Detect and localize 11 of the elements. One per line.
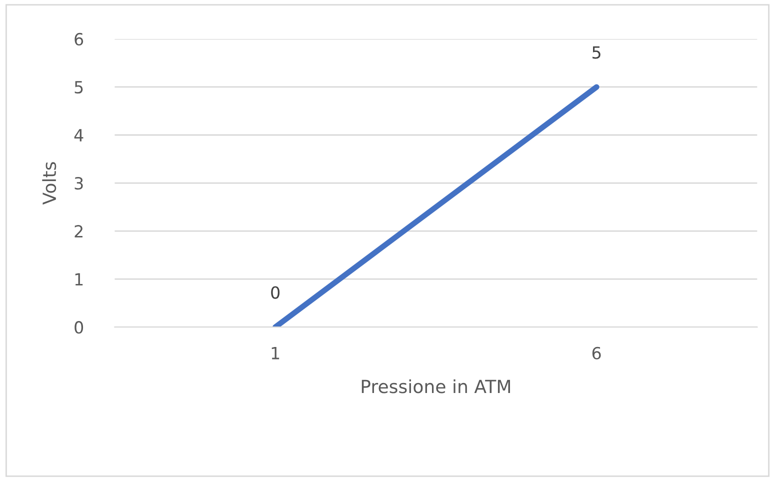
y-tick-label: 5 — [74, 81, 83, 94]
y-tick-label: 6 — [74, 32, 84, 46]
data-label: 5 — [592, 46, 600, 59]
y-tick-label: 1 — [75, 273, 83, 286]
y-tick-label: 4 — [74, 129, 84, 142]
y-tick-label: 0 — [74, 321, 84, 334]
y-axis-title: Volts — [42, 162, 56, 205]
x-axis-title: Pressione in ATM — [362, 379, 510, 394]
data-label: 0 — [271, 286, 280, 299]
y-tick-label: 2 — [74, 225, 82, 238]
y-tick-label: 3 — [74, 176, 83, 190]
